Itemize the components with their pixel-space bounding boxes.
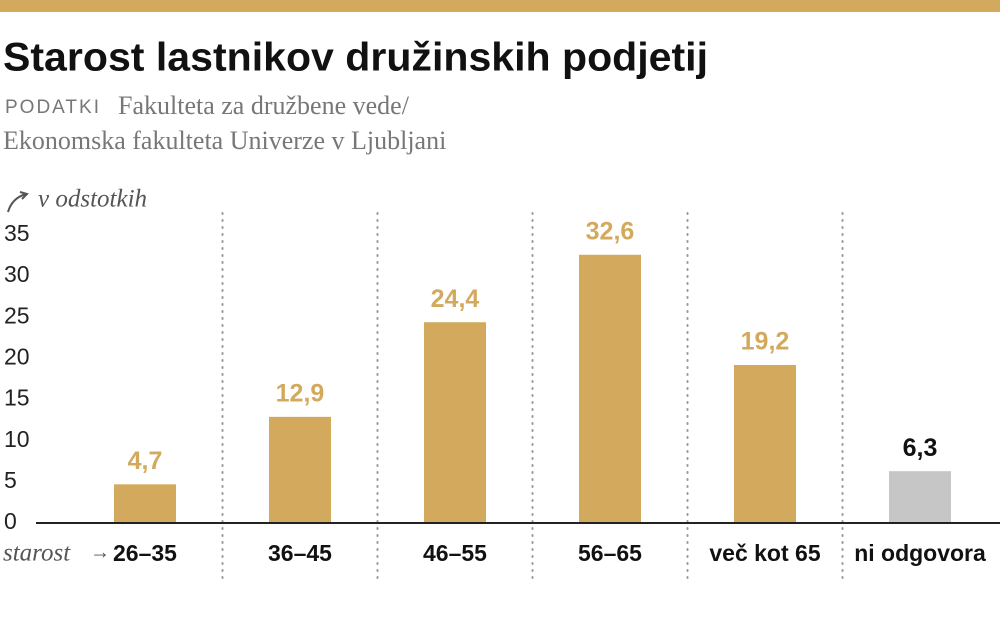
value-label: 4,7 bbox=[128, 447, 163, 475]
y-tick-label: 10 bbox=[4, 426, 30, 452]
y-tick-label: 5 bbox=[4, 467, 17, 493]
bar bbox=[889, 471, 951, 523]
x-tick-label: 26–35 bbox=[113, 540, 177, 566]
value-label: 19,2 bbox=[741, 328, 790, 356]
bar bbox=[579, 254, 641, 523]
y-tick-label: 0 bbox=[4, 508, 17, 534]
source-label: PODATKI bbox=[5, 97, 101, 118]
x-tick-label: več kot 65 bbox=[709, 540, 820, 566]
chart-title: Starost lastnikov družinskih podjetij bbox=[3, 36, 708, 80]
source: Fakulteta za družbene vede/ bbox=[118, 91, 410, 120]
axis-arrow-icon bbox=[7, 191, 29, 213]
value-label: 32,6 bbox=[586, 217, 635, 245]
x-axis-label: starost bbox=[3, 540, 71, 567]
value-label: 6,3 bbox=[903, 434, 938, 462]
x-tick-label: 36–45 bbox=[268, 540, 332, 566]
y-tick-label: 15 bbox=[4, 385, 30, 411]
value-label: 12,9 bbox=[276, 379, 325, 407]
x-tick-label: ni odgovora bbox=[854, 540, 986, 566]
source: Ekonomska fakulteta Univerze v Ljubljani bbox=[3, 126, 446, 155]
top-band bbox=[0, 0, 1000, 12]
y-tick-label: 35 bbox=[4, 220, 30, 246]
bar bbox=[424, 322, 486, 523]
bar bbox=[114, 484, 176, 523]
y-tick-label: 30 bbox=[4, 261, 30, 287]
value-label: 24,4 bbox=[431, 285, 480, 313]
bar bbox=[269, 416, 331, 523]
x-tick-label: 46–55 bbox=[423, 540, 487, 566]
x-axis-arrow: → bbox=[90, 541, 110, 563]
y-tick-label: 20 bbox=[4, 344, 30, 370]
y-tick-label: 25 bbox=[4, 302, 30, 328]
y-axis-label: v odstotkih bbox=[38, 186, 147, 213]
bar bbox=[734, 365, 796, 523]
x-tick-label: 56–65 bbox=[578, 540, 642, 566]
